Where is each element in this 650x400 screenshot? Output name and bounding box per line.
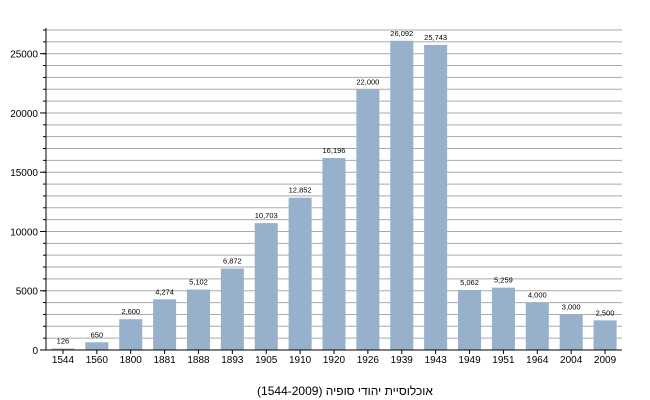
data-label-1939: 26,092 (390, 29, 413, 38)
data-label-1881: 4,274 (155, 287, 174, 296)
axis-layer (40, 28, 622, 354)
data-label-1893: 6,872 (223, 257, 242, 266)
data-label-1905: 10,703 (255, 211, 278, 220)
data-label-1910: 12,852 (289, 186, 312, 195)
bar-1881 (153, 299, 177, 350)
x-tick-label-1910: 1910 (289, 355, 312, 366)
data-label-1943: 25,743 (424, 33, 447, 42)
x-tick-label-1544: 1544 (52, 355, 75, 366)
data-label-1560: 650 (91, 330, 104, 339)
x-tick-label-1560: 1560 (86, 355, 109, 366)
data-label-1949: 5,062 (460, 278, 479, 287)
bar-1939 (390, 40, 414, 351)
label-layer: 126 1544 650 1560 2,600 1800 4,274 1881 5,102 188… (10, 29, 616, 366)
data-label-2009: 2,500 (596, 308, 615, 317)
bar-1888 (186, 289, 210, 350)
x-tick-label-1926: 1926 (357, 355, 380, 366)
bar-1544 (51, 348, 75, 350)
x-tick-label-1905: 1905 (255, 355, 278, 366)
y-tick-label-5000: 5000 (16, 287, 39, 298)
x-tick-label-1920: 1920 (323, 355, 346, 366)
data-label-1926: 22,000 (356, 77, 379, 86)
bar-1920 (322, 158, 346, 350)
bar-1893 (220, 268, 244, 350)
bar-1905 (254, 223, 278, 350)
x-tick-label-1888: 1888 (187, 355, 210, 366)
x-tick-label-1964: 1964 (526, 355, 549, 366)
x-tick-label-1939: 1939 (391, 355, 414, 366)
y-tick-label-0: 0 (32, 346, 38, 357)
x-tick-label-2004: 2004 (560, 355, 583, 366)
bar-1943 (424, 44, 448, 351)
y-tick-label-25000: 25000 (10, 50, 38, 61)
data-label-1964: 4,000 (528, 291, 547, 300)
data-label-1888: 5,102 (189, 278, 208, 287)
y-tick-label-15000: 15000 (10, 168, 38, 179)
bar-1910 (288, 197, 312, 350)
bar-1949 (458, 290, 482, 350)
bar-2009 (593, 320, 617, 350)
x-tick-label-2009: 2009 (594, 355, 617, 366)
x-tick-label-1800: 1800 (120, 355, 143, 366)
bar-1964 (525, 302, 549, 350)
x-tick-label-1881: 1881 (153, 355, 176, 366)
bar-1926 (356, 89, 380, 350)
data-label-1544: 126 (57, 337, 70, 346)
y-tick-label-10000: 10000 (10, 227, 38, 238)
bar-1560 (85, 342, 109, 350)
x-tick-label-1949: 1949 (458, 355, 481, 366)
chart-title: אוכלוסיית יהודי סופיה (1544-2009) (257, 384, 433, 398)
data-label-1951: 5,259 (494, 276, 513, 285)
bar-1951 (491, 287, 515, 350)
bar-1800 (119, 319, 143, 350)
data-label-1920: 16,196 (323, 146, 346, 155)
y-tick-label-20000: 20000 (10, 109, 38, 120)
bar-layer (51, 40, 617, 351)
x-tick-label-1951: 1951 (492, 355, 515, 366)
bar-2004 (559, 314, 583, 350)
data-label-2004: 3,000 (562, 302, 581, 311)
x-tick-label-1943: 1943 (425, 355, 448, 366)
data-label-1800: 2,600 (121, 307, 140, 316)
x-tick-label-1893: 1893 (221, 355, 244, 366)
